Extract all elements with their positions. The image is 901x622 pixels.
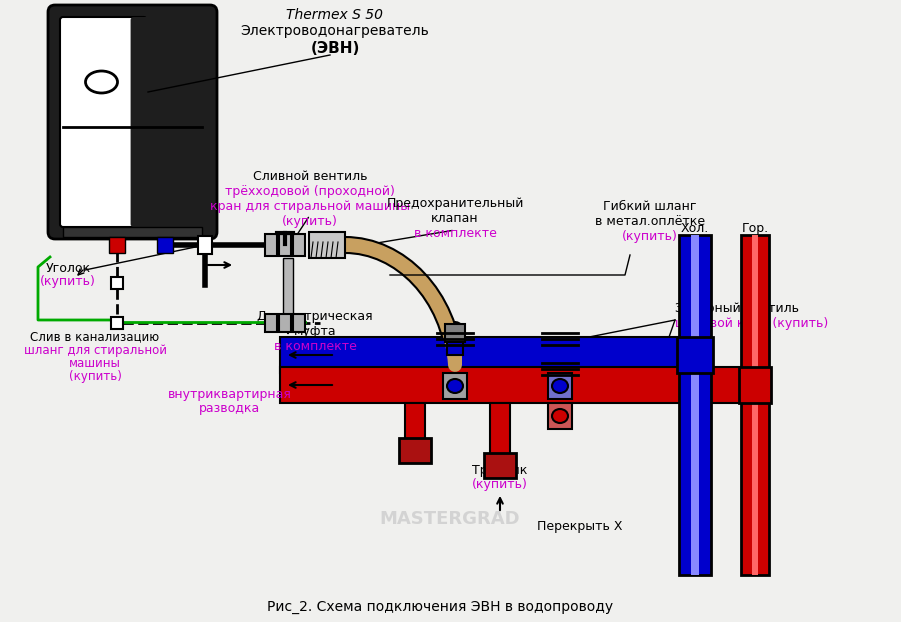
Text: клапан: клапан [432, 212, 478, 225]
Text: в комплекте: в комплекте [274, 340, 357, 353]
FancyBboxPatch shape [131, 17, 205, 227]
Bar [752, 235, 758, 575]
Text: Сливной вентиль: Сливной вентиль [253, 170, 368, 183]
FancyBboxPatch shape [60, 17, 147, 227]
Text: Перекрыть Х: Перекрыть Х [537, 520, 623, 533]
Bar [741, 235, 769, 575]
Bar [548, 373, 572, 399]
Bar [111, 277, 123, 289]
Text: Уголок: Уголок [45, 262, 91, 275]
Ellipse shape [447, 379, 463, 393]
Text: (купить): (купить) [622, 230, 678, 243]
Bar [445, 324, 465, 342]
Text: (купить): (купить) [40, 275, 96, 288]
Text: кран для стиральной машины: кран для стиральной машины [210, 200, 410, 213]
Bar [283, 258, 293, 328]
Text: трёхходовой (проходной): трёхходовой (проходной) [225, 185, 395, 198]
Bar [447, 330, 463, 355]
Bar [490, 403, 510, 458]
Bar [265, 314, 277, 332]
Bar [265, 234, 277, 256]
Text: шаровой кран (купить): шаровой кран (купить) [675, 317, 828, 330]
Bar [443, 373, 467, 399]
Text: шланг для стиральной: шланг для стиральной [23, 344, 167, 357]
Text: MASTERGRAD: MASTERGRAD [379, 510, 520, 528]
Text: Гибкий шланг: Гибкий шланг [604, 200, 696, 213]
Text: Диэлектрическая: Диэлектрическая [257, 310, 373, 323]
FancyBboxPatch shape [48, 5, 217, 239]
Text: (ЭВН): (ЭВН) [310, 41, 359, 56]
Bar [399, 438, 431, 463]
Text: разводка: разводка [199, 402, 260, 415]
Text: Хол.: Хол. [681, 222, 709, 235]
Bar [111, 317, 123, 329]
Ellipse shape [552, 379, 568, 393]
Text: Слив в канализацию: Слив в канализацию [31, 330, 159, 343]
Text: Thermex S 50: Thermex S 50 [287, 8, 384, 22]
Text: в метал.оплётке: в метал.оплётке [595, 215, 705, 228]
Bar [677, 337, 713, 373]
Bar [280, 337, 680, 373]
Text: внутриквартирная: внутриквартирная [168, 388, 292, 401]
Bar [63, 227, 202, 237]
Bar [309, 232, 345, 258]
Text: в комплекте: в комплекте [414, 227, 496, 240]
Text: Электроводонагреватель: Электроводонагреватель [241, 24, 430, 38]
Text: (купить): (купить) [282, 215, 338, 228]
Ellipse shape [552, 409, 568, 423]
Bar [484, 453, 516, 478]
Bar [198, 236, 212, 254]
Text: Тройник: Тройник [472, 464, 528, 477]
Bar [279, 234, 291, 256]
Text: Предохранительный: Предохранительный [387, 197, 523, 210]
Bar [739, 367, 771, 403]
Bar [405, 403, 425, 443]
Bar [679, 235, 711, 575]
Text: Запорный вентиль: Запорный вентиль [675, 302, 799, 315]
Bar [279, 314, 291, 332]
Bar [548, 403, 572, 429]
Bar [280, 367, 680, 403]
Bar [679, 337, 680, 373]
Text: (купить): (купить) [472, 478, 528, 491]
Bar [109, 237, 125, 253]
Text: Рис_2. Схема подключения ЭВН в водопроводу: Рис_2. Схема подключения ЭВН в водопрово… [267, 600, 613, 614]
Bar [157, 237, 173, 253]
Bar [293, 234, 305, 256]
Bar [293, 314, 305, 332]
Text: (купить): (купить) [68, 370, 122, 383]
Bar [680, 367, 741, 403]
Text: Гор.: Гор. [742, 222, 769, 235]
Text: муфта: муфта [294, 325, 336, 338]
Bar [691, 235, 699, 575]
Ellipse shape [86, 71, 117, 93]
Text: машины: машины [69, 357, 121, 370]
